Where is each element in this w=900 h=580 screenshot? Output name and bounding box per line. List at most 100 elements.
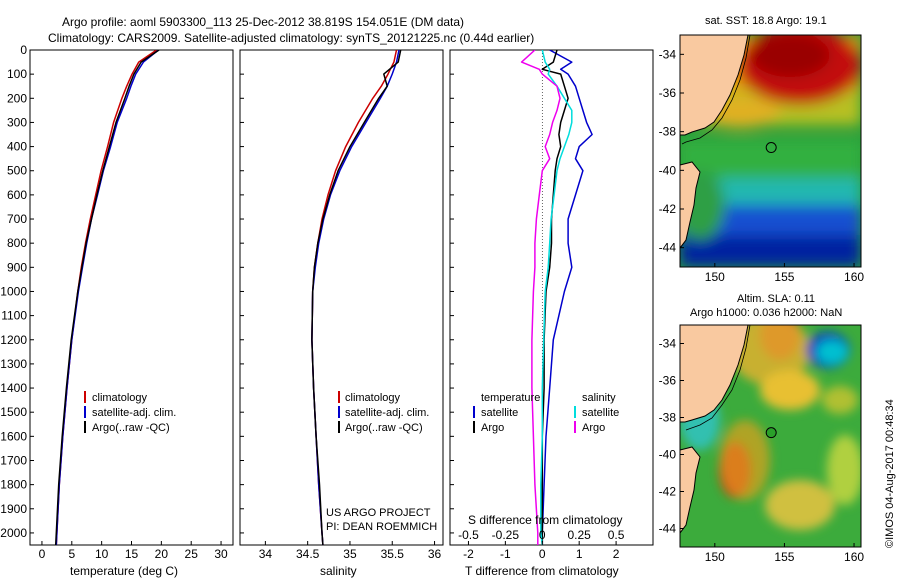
sla-depth-contour [685,325,751,431]
x-tick-label: 35.5 [381,547,405,561]
sst-map-title: sat. SST: 18.8 Argo: 19.1 [705,15,827,27]
sla-map-frame [679,324,862,548]
map-y-tick-label: -44 [659,241,677,255]
map-x-tick-label: 155 [774,270,794,284]
difference-x-axis: -2 -1 0 1 2 -0.5 -0.25 0 0.25 0.5 [458,528,625,561]
sla-high-south [765,480,835,530]
sst-land-tasmania [680,161,701,249]
legend-label-satellite: satellite-adj. clim. [345,407,429,419]
x-tick-label: 10 [95,547,109,561]
legend-title-temperature: temperature [481,392,540,404]
sla-low-northeast-rim [816,340,848,364]
x-tick-label: 1 [576,547,583,561]
salinity-x-axis: 34 34.5 35 35.5 36 [259,541,442,561]
sst-band-deep-blue [680,235,861,267]
sla-map [680,325,861,547]
sla-ridge [760,370,820,410]
header-title-line1: Argo profile: aoml 5903300_113 25-Dec-20… [62,15,464,29]
x-tick-label: 2 [613,547,620,561]
x-tick-label: 20 [155,547,169,561]
sla-eddy-warm-halo [720,420,770,500]
x-tick-label: 36 [428,547,442,561]
header-title-line2: Climatology: CARS2009. Satellite-adjuste… [48,31,534,45]
legend-label-s-satellite: satellite [582,407,619,419]
x-tick-label: -2 [463,547,474,561]
salinity-series [311,50,402,545]
legend-title-salinity: salinity [582,392,616,404]
depth-tick-label: 700 [7,212,27,226]
temperature-series [54,50,160,545]
depth-axis: 0 100 200 300 400 500 600 700 800 900 1000 1100 1200… [0,43,454,540]
map-y-tick-label: -40 [659,163,677,177]
map-x-tick-label: 160 [844,550,864,564]
series-line-salinity-argo [520,50,561,545]
depth-tick-label: 1900 [0,502,27,516]
x-tick-label: 5 [68,547,75,561]
map-y-tick-label: -44 [659,522,677,536]
temperature-x-axis: 0 5 10 15 20 25 30 [39,541,228,561]
x-tick-label: 30 [214,547,228,561]
map-y-tick-label: -36 [659,86,677,100]
map-y-tick-label: -34 [659,47,677,61]
x-tick-label: 34 [259,547,273,561]
series-line-temperature-satellite [541,50,593,545]
x-top-tick-label: 0 [539,528,546,542]
depth-tick-label: 1400 [0,381,27,395]
sla-map-title-line1: Altim. SLA: 0.11 [737,293,815,305]
sst-land-australia [680,35,749,136]
x-tick-label: 34.5 [296,547,320,561]
depth-tick-label: 400 [7,140,27,154]
salinity-panel [239,49,444,546]
map-y-tick-label: -36 [659,374,677,388]
sst-map [680,35,861,267]
series-line-argo-raw-qc- [311,50,402,545]
series-line-satellite-adj-clim- [55,50,159,545]
depth-tick-label: 1200 [0,333,27,347]
series-line-satellite-adj-clim- [311,50,400,545]
depth-tick-label: 1800 [0,478,27,492]
depth-tick-label: 2000 [0,526,27,540]
map-x-tick-label: 160 [844,270,864,284]
series-line-salinity-satellite [540,50,573,545]
x-tick-label: 15 [125,547,139,561]
map-y-tick-label: -34 [659,337,677,351]
sla-land-australia [680,325,749,423]
x-tick-label: -1 [500,547,511,561]
x-tick-label: 0 [539,547,546,561]
x-tick-label: 35 [343,547,357,561]
legend-label-climatology: climatology [345,392,401,404]
depth-tick-label: 300 [7,115,27,129]
depth-tick-label: 200 [7,91,27,105]
legend-label-argo: Argo(..raw -QC) [92,422,170,434]
depth-tick-label: 500 [7,164,27,178]
legend-label-t-argo: Argo [481,422,504,434]
depth-tick-label: 800 [7,236,27,250]
difference-legend: temperature salinity satellite Argo sate… [473,392,619,434]
salinity-legend: climatology satellite-adj. clim. Argo(..… [338,391,429,434]
legend-label-climatology: climatology [92,392,148,404]
sla-high-east [822,386,858,414]
project-credit: US ARGO PROJECT [326,507,431,519]
sla-argo-position-marker [765,427,777,439]
depth-tick-label: 0 [20,43,27,57]
depth-tick-label: 100 [7,67,27,81]
sla-high-southeast [827,435,861,505]
imos-timestamp: ©IMOS 04-Aug-2017 00:48:34 [884,399,896,548]
sst-map-axes: 150 155 160 -34 -36 -38 -40 -42 -44 [659,47,865,284]
x-top-tick-label: -0.25 [492,528,520,542]
x-tick-label: 0 [39,547,46,561]
depth-tick-label: 1300 [0,357,27,371]
legend-label-satellite: satellite-adj. clim. [92,407,176,419]
sst-argo-position-marker [765,142,777,154]
series-line-climatology [55,50,158,545]
sla-map-axes: 150 155 160 -34 -36 -38 -40 -42 -44 [659,337,865,565]
legend-label-t-satellite: satellite [481,407,518,419]
x-top-tick-label: 0.25 [568,528,592,542]
depth-tick-label: 600 [7,188,27,202]
sla-high-north-halo [730,325,810,385]
depth-tick-label: 1700 [0,453,27,467]
x-tick-label: 25 [185,547,199,561]
salinity-axis-label: salinity [320,564,357,578]
s-difference-axis-label: S difference from climatology [468,513,623,527]
series-line-climatology [311,50,398,545]
